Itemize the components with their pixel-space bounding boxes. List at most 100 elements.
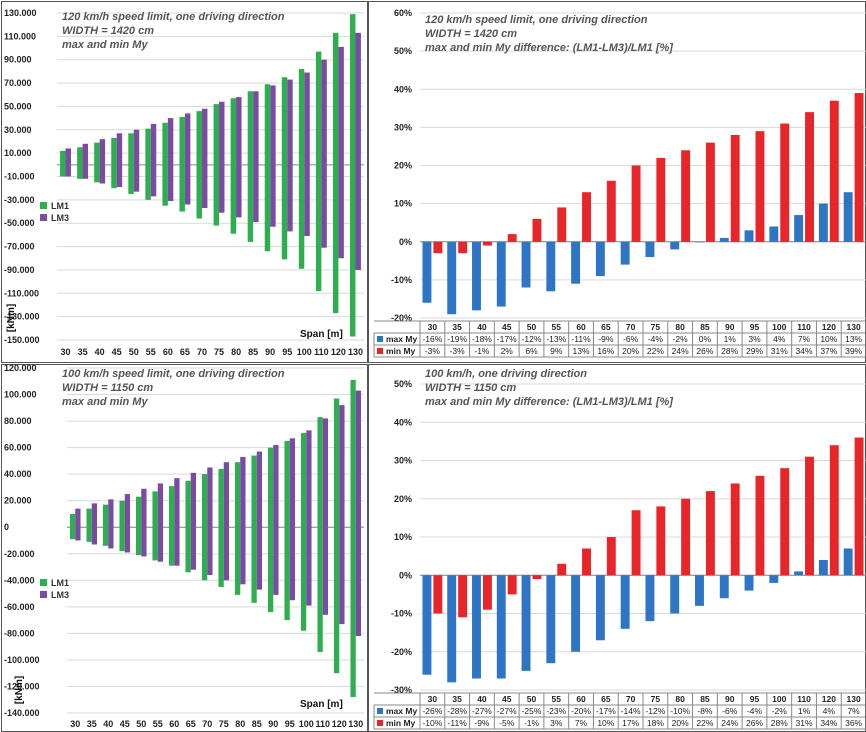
table-cell: -3%: [425, 346, 441, 356]
bar-max-my-50: [521, 241, 531, 288]
bar-lm1-max-80: [234, 462, 241, 528]
y-tick-label: -10.000: [4, 172, 35, 182]
bar-lm1-max-130: [350, 379, 356, 528]
bar-min-my-55: [557, 207, 567, 242]
table-row-label: min My: [386, 346, 416, 356]
bar-min-my-40: [482, 241, 492, 246]
table-header-cell: 35: [452, 322, 462, 332]
y-tick-label: 60%: [394, 8, 412, 18]
bar-lm3-max-120: [338, 46, 344, 165]
bar-max-my-120: [818, 203, 828, 242]
bar-lm3-min-110: [321, 164, 327, 248]
table-header-cell: 100: [772, 694, 786, 704]
bar-max-my-30: [422, 241, 432, 303]
bar-max-my-100: [769, 226, 779, 242]
x-tick-label: 50: [129, 347, 139, 357]
table-cell: 17%: [622, 718, 639, 728]
y-tick-label: 60.000: [4, 443, 32, 453]
y-tick-label: 20.000: [4, 496, 32, 506]
y-tick-label: 10%: [394, 199, 412, 209]
bar-min-my-55: [557, 563, 567, 576]
table-header-cell: 45: [502, 322, 512, 332]
y-tick-label: 0%: [399, 570, 412, 580]
bar-min-my-30: [433, 241, 443, 254]
table-cell: 6%: [525, 346, 538, 356]
table-cell: 20%: [672, 718, 689, 728]
bar-min-my-80: [681, 498, 691, 576]
bar-lm3-min-90: [273, 527, 279, 595]
bar-min-my-75: [656, 506, 666, 576]
bar-min-my-45: [507, 234, 517, 242]
x-axis-label: Span [m]: [300, 699, 343, 710]
y-tick-label: -20.000: [4, 549, 35, 559]
bar-max-my-55: [546, 575, 556, 664]
bar-max-my-60: [571, 575, 581, 652]
chart-bottom-right: 50% 40% 30% 20% 10% 0% -10% -20% -30% 100 km/h, o…: [368, 364, 866, 732]
table-cell: 4%: [823, 706, 836, 716]
bar-max-my-55: [546, 241, 556, 292]
bar-lm3-max-130: [355, 32, 361, 165]
bar-lm1-min-90: [267, 527, 274, 613]
y-tick-label: 70.000: [4, 78, 32, 88]
bar-lm3-min-90: [270, 164, 276, 227]
bar-lm1-max-40: [94, 142, 100, 165]
table-cell: -9%: [598, 334, 614, 344]
table-cell: 10%: [820, 334, 837, 344]
x-tick-label: 80: [231, 347, 241, 357]
bar-min-my-110: [805, 112, 814, 242]
table-cell: -11%: [448, 718, 468, 728]
table-header-cell: 85: [700, 694, 710, 704]
x-tick-label: 70: [202, 719, 212, 729]
bar-lm3-min-40: [108, 527, 114, 549]
x-tick-label: 120: [331, 347, 346, 357]
x-tick-label: 45: [120, 719, 130, 729]
y-tick-label: 130.000: [4, 8, 37, 18]
bar-lm1-min-40: [94, 164, 100, 183]
chart-title-line: WIDTH = 1150 cm: [425, 382, 516, 394]
bar-lm1-min-95: [284, 527, 290, 621]
x-tick-label: 110: [315, 719, 330, 729]
x-tick-label: 40: [95, 347, 105, 357]
x-tick-label: 65: [180, 347, 190, 357]
bar-min-my-80: [681, 150, 691, 242]
bar-lm3-min-35: [91, 527, 98, 545]
bar-max-my-100: [769, 575, 779, 583]
bar-lm1-max-50: [135, 496, 142, 528]
bar-max-my-35: [447, 575, 457, 683]
bar-lm1-max-65: [179, 116, 185, 165]
bar-lm1-max-30: [69, 513, 76, 528]
x-tick-label: 120: [332, 719, 347, 729]
bar-min-my-40: [482, 575, 492, 610]
bar-lm3-max-65: [184, 113, 191, 165]
table-cell: -17%: [497, 334, 517, 344]
table-cell: -14%: [621, 706, 641, 716]
bar-lm1-min-75: [218, 527, 224, 587]
x-tick-label: 35: [87, 719, 97, 729]
table-cell: -19%: [447, 334, 467, 344]
table-cell: 7%: [847, 706, 860, 716]
legend-label: LM3: [51, 213, 69, 223]
x-tick-label: 95: [285, 719, 295, 729]
x-tick-label: 85: [248, 347, 258, 357]
bar-min-my-70: [631, 510, 641, 576]
bar-lm1-min-100: [298, 164, 305, 269]
bar-lm1-max-120: [332, 32, 339, 165]
y-tick-label: -130.000: [4, 312, 40, 322]
bar-lm3-max-30: [75, 508, 81, 528]
bar-max-my-30: [422, 575, 432, 675]
table-header-cell: 130: [847, 694, 861, 704]
y-tick-label: -60.000: [4, 602, 35, 612]
legend-swatch-lm3: [40, 591, 47, 598]
bar-lm3-min-35: [82, 164, 89, 179]
bar-lm3-min-120: [339, 527, 345, 625]
bar-lm3-max-45: [116, 133, 123, 165]
bar-lm1-max-60: [162, 122, 168, 165]
chart-title-line: max and min My: [62, 39, 148, 51]
table-cell: -18%: [472, 334, 492, 344]
bar-lm1-min-110: [317, 527, 323, 652]
bar-lm1-max-90: [264, 84, 271, 165]
legend-swatch-lm1: [40, 202, 47, 209]
bar-min-my-60: [582, 548, 591, 576]
y-tick-label: 20%: [394, 494, 412, 504]
